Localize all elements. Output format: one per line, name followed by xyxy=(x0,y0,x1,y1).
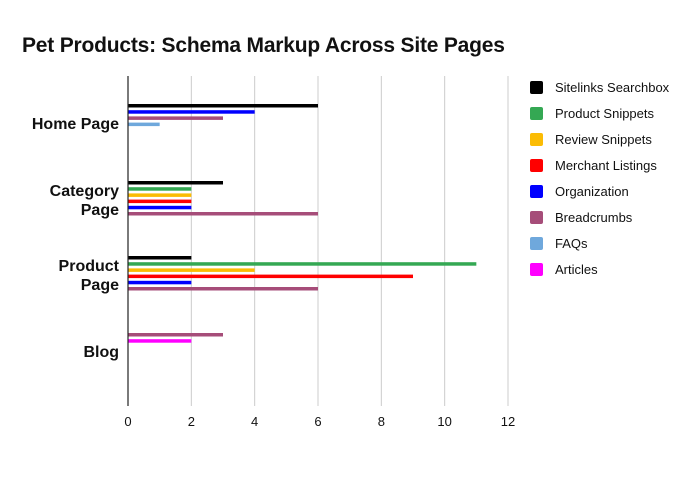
legend-label: Articles xyxy=(555,261,598,277)
legend-item: Sitelinks Searchbox xyxy=(530,74,669,100)
bar xyxy=(128,122,160,127)
x-tick-label: 2 xyxy=(188,414,195,429)
legend-item: FAQs xyxy=(530,230,669,256)
bar xyxy=(128,212,318,216)
bar xyxy=(128,187,192,191)
legend-label: Sitelinks Searchbox xyxy=(555,79,670,95)
bar xyxy=(128,199,192,204)
legend-item: Product Snippets xyxy=(530,100,669,126)
bar xyxy=(128,104,318,108)
legend-label: Product Snippets xyxy=(555,105,655,121)
legend-item: Organization xyxy=(530,178,669,204)
legend-item: Articles xyxy=(530,256,669,282)
bar xyxy=(128,193,192,197)
legend-label: Merchant Listings xyxy=(555,157,657,173)
category-label: Home Page xyxy=(32,116,119,133)
bar xyxy=(128,256,192,260)
legend-label: Breadcrumbs xyxy=(555,209,633,225)
legend-item: Breadcrumbs xyxy=(530,204,669,230)
legend-label: Organization xyxy=(555,183,629,199)
legend-swatch xyxy=(530,184,543,198)
bar xyxy=(128,333,223,337)
bars xyxy=(128,104,477,343)
x-tick-label: 8 xyxy=(378,414,385,429)
legend-swatch xyxy=(530,262,543,276)
bar xyxy=(128,339,192,343)
x-tick-label: 10 xyxy=(437,414,451,429)
bar xyxy=(128,181,223,185)
bar xyxy=(128,287,318,291)
legend-label: Review Snippets xyxy=(555,131,652,147)
category-label: Page xyxy=(81,202,119,219)
legend-item: Review Snippets xyxy=(530,126,669,152)
legend-swatch xyxy=(530,80,543,94)
category-label: Blog xyxy=(83,344,119,361)
x-tick-label: 0 xyxy=(124,414,131,429)
bar xyxy=(128,205,192,210)
bar xyxy=(128,116,223,120)
legend-swatch xyxy=(530,132,543,146)
axis-labels: 0 2 4 6 8 10 12 Home Page Category Page Product Pag… xyxy=(32,116,515,429)
legend-swatch xyxy=(530,106,543,120)
legend-swatch xyxy=(530,158,543,172)
gridlines xyxy=(190,76,509,406)
chart-legend: Sitelinks Searchbox Product Snippets Revie… xyxy=(530,74,669,282)
category-label: Category xyxy=(50,183,119,200)
legend-label: FAQs xyxy=(555,235,588,251)
bar xyxy=(128,110,255,114)
category-label: Product xyxy=(59,258,120,275)
legend-swatch xyxy=(530,210,543,224)
bar xyxy=(128,262,477,266)
x-tick-label: 12 xyxy=(501,414,515,429)
x-tick-label: 4 xyxy=(251,414,258,429)
bar xyxy=(128,274,413,279)
chart-title: Pet Products: Schema Markup Across Site … xyxy=(22,34,505,57)
bar xyxy=(128,268,255,272)
category-label: Page xyxy=(81,277,119,294)
legend-swatch xyxy=(530,236,543,250)
legend-item: Merchant Listings xyxy=(530,152,669,178)
x-tick-label: 6 xyxy=(314,414,321,429)
bar xyxy=(128,280,192,285)
